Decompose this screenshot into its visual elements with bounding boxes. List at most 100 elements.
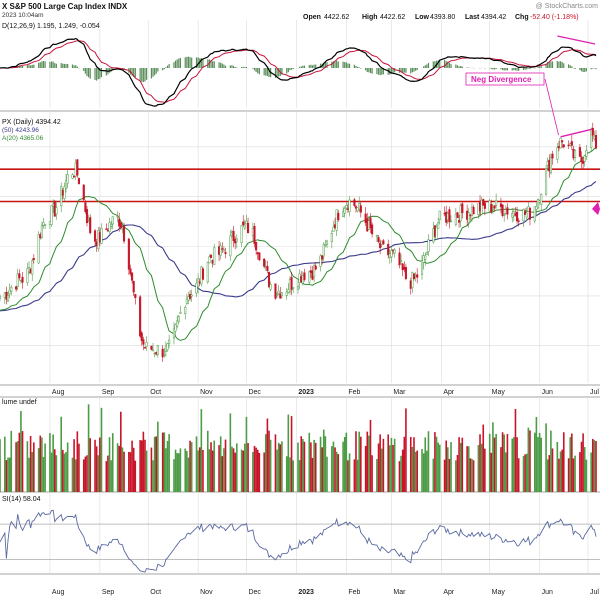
candlestick [42, 217, 45, 229]
volume-bar [591, 438, 594, 492]
candle-body [240, 225, 243, 243]
candlestick [44, 224, 47, 230]
candlestick [287, 283, 290, 294]
candle-body [458, 219, 461, 223]
candlestick [506, 203, 509, 220]
candlestick [499, 197, 503, 214]
volume-bar [516, 437, 518, 492]
price-label-ma20: A(20) 4365.06 [2, 135, 44, 142]
volume-label: lume undef [2, 399, 37, 406]
volume-bar [276, 449, 278, 492]
candlestick [163, 348, 166, 358]
annotation-arrow [592, 201, 600, 215]
candlestick [491, 203, 494, 214]
quote-last-label: Last [465, 14, 480, 21]
candlestick [437, 217, 440, 229]
volume-bar [55, 455, 58, 492]
candlestick [93, 228, 97, 246]
candlestick [63, 182, 66, 202]
candlestick [556, 142, 559, 164]
candle-body [61, 189, 64, 196]
quote-high-value: 4422.62 [380, 14, 405, 21]
ma20-line [0, 147, 597, 341]
candlestick [403, 261, 406, 273]
candlestick [469, 213, 472, 220]
candlestick [53, 199, 56, 217]
candlestick [333, 217, 337, 229]
candle-body [412, 273, 416, 279]
candle-body [528, 208, 532, 220]
candlestick [411, 271, 414, 293]
candle-body [0, 295, 2, 299]
candlestick [15, 285, 18, 292]
volume-bar [561, 449, 563, 492]
volume-bar [100, 407, 103, 492]
volume-bar [585, 459, 588, 492]
x-axis-month-label: Jun [542, 589, 553, 596]
candlestick [258, 252, 261, 262]
volume-bar [595, 441, 597, 492]
candlestick [32, 254, 35, 264]
volume-bar [235, 443, 238, 492]
candlestick [364, 207, 367, 227]
candle-body [219, 245, 222, 256]
candlestick [424, 252, 427, 266]
candlestick [5, 286, 8, 305]
candle-body [198, 281, 201, 284]
volume-bar [551, 448, 554, 492]
candle-body [97, 230, 100, 250]
candlestick [379, 239, 382, 255]
volume-bar [255, 447, 257, 492]
candlestick [591, 122, 594, 142]
candlestick [345, 201, 348, 210]
volume-bar [458, 437, 460, 492]
volume-bar [231, 446, 233, 492]
candlestick [151, 342, 155, 352]
volume-bar [380, 448, 383, 492]
volume-bar [303, 441, 306, 492]
volume-bar [550, 430, 552, 492]
volume-bar [580, 441, 583, 492]
candlestick [412, 273, 416, 281]
volume-bar [268, 430, 270, 492]
candle-body [155, 352, 158, 355]
volume-bar [37, 448, 40, 492]
candlestick [164, 341, 167, 357]
candle-body [535, 206, 538, 210]
volume-bar [5, 460, 8, 492]
candlestick [590, 127, 593, 151]
volume-bar [186, 450, 188, 492]
volume-bar [466, 446, 468, 492]
volume-bar [184, 448, 187, 492]
volume-bar [501, 432, 504, 492]
x-axis-month-label: Dec [248, 389, 261, 396]
candlestick [332, 220, 335, 232]
candlestick [382, 238, 385, 246]
volume-bar [540, 437, 543, 492]
candle-body [461, 203, 464, 214]
candle-body [64, 180, 68, 189]
volume-bar [572, 458, 575, 492]
candle-body [221, 248, 224, 250]
price-divergence-line [560, 128, 592, 138]
candlestick [129, 264, 132, 277]
volume-bar [269, 439, 272, 492]
candlestick [448, 206, 451, 229]
neg-divergence-annotation: Neg Divergence [471, 75, 532, 84]
candlestick [456, 211, 459, 219]
candle-body [253, 226, 256, 244]
annotation-box [465, 72, 545, 86]
candle-body [545, 168, 548, 195]
candle-body [251, 228, 254, 236]
volume-bar [277, 442, 280, 492]
volume-bar [493, 437, 496, 492]
volume-bar [10, 430, 13, 492]
candlestick [29, 267, 32, 274]
volume-bar [116, 443, 119, 492]
candle-body [150, 345, 153, 350]
volume-bar [298, 460, 301, 492]
candle-body [132, 281, 135, 293]
candle-body [224, 252, 227, 254]
candle-body [562, 144, 565, 148]
candle-body [495, 199, 498, 206]
